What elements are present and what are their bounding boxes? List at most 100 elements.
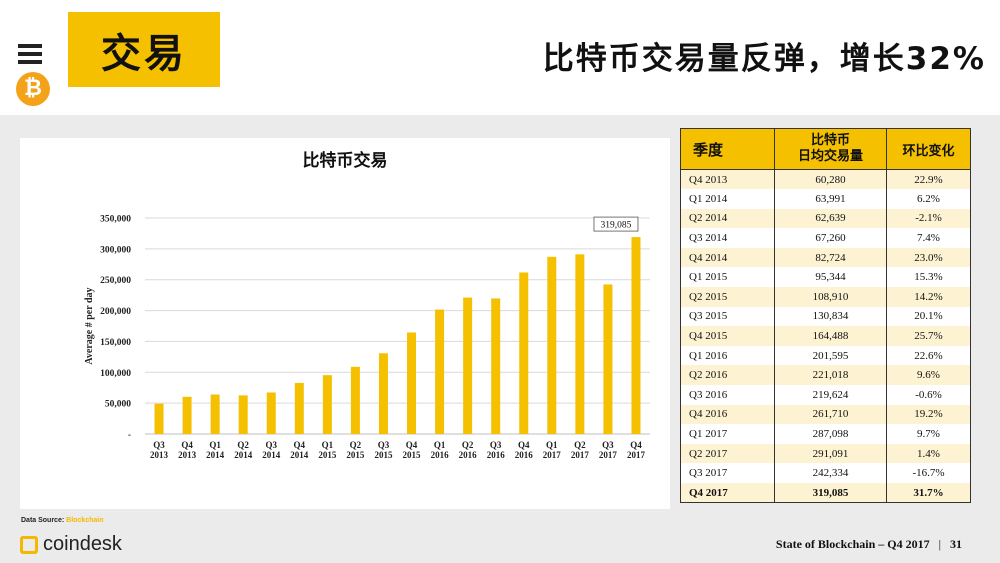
cell-change: 1.4% bbox=[886, 443, 971, 464]
y-tick-label: 100,000 bbox=[100, 369, 131, 379]
cell-volume: 130,834 bbox=[774, 306, 887, 327]
cell-volume: 319,085 bbox=[774, 483, 887, 504]
header-quarter: 季度 bbox=[680, 128, 775, 170]
page-number: 31 bbox=[950, 537, 962, 551]
cell-volume: 287,098 bbox=[774, 424, 887, 444]
table-row: Q4 2014 82,724 23.0% bbox=[680, 247, 971, 268]
cell-change: 6.2% bbox=[886, 189, 971, 209]
cell-volume: 201,595 bbox=[774, 345, 887, 366]
bar bbox=[491, 298, 501, 434]
y-tick-label: 350,000 bbox=[100, 215, 131, 225]
x-tick-label: Q3 bbox=[153, 440, 165, 450]
cell-volume: 82,724 bbox=[774, 247, 887, 268]
table-row: Q2 2017 291,091 1.4% bbox=[680, 443, 971, 464]
x-tick-year: 2016 bbox=[431, 450, 450, 460]
data-label-box bbox=[593, 216, 639, 232]
x-tick-year: 2014 bbox=[234, 450, 253, 460]
cell-volume: 291,091 bbox=[774, 443, 887, 464]
x-tick-year: 2015 bbox=[374, 450, 393, 460]
x-tick-label: Q2 bbox=[350, 440, 362, 450]
bar bbox=[266, 392, 276, 434]
cell-quarter: Q4 2014 bbox=[680, 247, 775, 268]
table-row: Q1 2014 63,991 6.2% bbox=[680, 189, 971, 209]
chart-title: 比特币交易 bbox=[303, 150, 388, 171]
table-row: Q1 2017 287,098 9.7% bbox=[680, 424, 971, 444]
x-tick-year: 2014 bbox=[262, 450, 281, 460]
cell-change: 20.1% bbox=[886, 306, 971, 327]
x-tick-year: 2014 bbox=[206, 450, 225, 460]
cell-change: 23.0% bbox=[886, 247, 971, 268]
table-row: Q4 2015 164,488 25.7% bbox=[680, 326, 971, 346]
x-tick-label: Q4 bbox=[294, 440, 306, 450]
x-tick-year: 2017 bbox=[571, 450, 590, 460]
cell-volume: 95,344 bbox=[774, 267, 887, 288]
bar bbox=[435, 309, 445, 434]
x-tick-label: Q1 bbox=[546, 440, 558, 450]
table-row: Q4 2013 60,280 22.9% bbox=[680, 169, 971, 190]
bar bbox=[463, 297, 473, 434]
menu-icon[interactable] bbox=[18, 44, 42, 64]
cell-quarter: Q4 2013 bbox=[680, 169, 775, 190]
x-tick-year: 2017 bbox=[599, 450, 618, 460]
table-row: Q3 2015 130,834 20.1% bbox=[680, 306, 971, 327]
bar bbox=[294, 382, 304, 434]
bar-chart: 比特币交易 - 50,000 100,000 150,000 200,000 250,000… bbox=[84, 150, 650, 460]
deck-title: State of Blockchain – Q4 2017 bbox=[775, 537, 930, 551]
x-tick-year: 2013 bbox=[150, 450, 169, 460]
x-tick-label: Q2 bbox=[462, 440, 474, 450]
bar bbox=[603, 284, 613, 434]
bar bbox=[210, 394, 220, 434]
cell-quarter: Q2 2015 bbox=[680, 287, 775, 307]
chart-panel: 比特币交易 - 50,000 100,000 150,000 200,000 250,000… bbox=[20, 138, 670, 509]
bar bbox=[182, 396, 192, 434]
cell-change: 7.4% bbox=[886, 228, 971, 248]
cell-quarter: Q2 2017 bbox=[680, 443, 775, 464]
x-tick-label: Q2 bbox=[574, 440, 586, 450]
cell-quarter: Q1 2017 bbox=[680, 424, 775, 444]
x-tick-label: Q4 bbox=[406, 440, 418, 450]
bar bbox=[407, 332, 417, 434]
cell-quarter: Q4 2016 bbox=[680, 404, 775, 425]
bar bbox=[154, 403, 164, 434]
cell-volume: 164,488 bbox=[774, 326, 887, 346]
cell-change: 22.6% bbox=[886, 345, 971, 366]
cell-volume: 242,334 bbox=[774, 463, 887, 483]
cell-quarter: Q2 2014 bbox=[680, 208, 775, 229]
y-tick-label: 300,000 bbox=[100, 245, 131, 255]
cell-volume: 60,280 bbox=[774, 169, 887, 190]
cell-change: 31.7% bbox=[886, 483, 971, 504]
bar bbox=[378, 353, 388, 434]
y-tick-label: - bbox=[128, 431, 131, 441]
x-tick-year: 2015 bbox=[346, 450, 365, 460]
x-tick-label: Q2 bbox=[237, 440, 249, 450]
cell-change: 22.9% bbox=[886, 169, 971, 190]
cell-volume: 108,910 bbox=[774, 287, 887, 307]
x-tick-label: Q1 bbox=[209, 440, 221, 450]
cell-change: -0.6% bbox=[886, 385, 971, 405]
table-row: Q4 2017 319,085 31.7% bbox=[680, 483, 971, 504]
table-row: Q2 2015 108,910 14.2% bbox=[680, 287, 971, 307]
y-tick-label: 50,000 bbox=[105, 400, 131, 410]
y-tick-label: 200,000 bbox=[100, 307, 131, 317]
cell-change: 25.7% bbox=[886, 326, 971, 346]
x-tick-year: 2015 bbox=[318, 450, 337, 460]
cell-change: -2.1% bbox=[886, 208, 971, 229]
table-row: Q2 2014 62,639 -2.1% bbox=[680, 208, 971, 229]
coindesk-logo-icon bbox=[20, 535, 38, 554]
bar bbox=[575, 254, 585, 434]
cell-quarter: Q4 2015 bbox=[680, 326, 775, 346]
bar bbox=[322, 375, 332, 434]
cell-volume: 221,018 bbox=[774, 365, 887, 386]
cell-quarter: Q3 2017 bbox=[680, 463, 775, 483]
source-link[interactable]: Blockchain bbox=[66, 517, 104, 524]
x-tick-label: Q4 bbox=[518, 440, 530, 450]
data-label: 319,085 bbox=[601, 221, 632, 231]
table-row: Q1 2016 201,595 22.6% bbox=[680, 345, 971, 366]
x-tick-label: Q4 bbox=[181, 440, 193, 450]
y-tick-label: 250,000 bbox=[100, 276, 131, 286]
table-row: Q3 2017 242,334 -16.7% bbox=[680, 463, 971, 483]
footer-deck-info: State of Blockchain – Q4 2017 | 31 bbox=[776, 537, 962, 552]
cell-volume: 219,624 bbox=[774, 385, 887, 405]
bar bbox=[519, 272, 529, 434]
cell-quarter: Q1 2014 bbox=[680, 189, 775, 209]
